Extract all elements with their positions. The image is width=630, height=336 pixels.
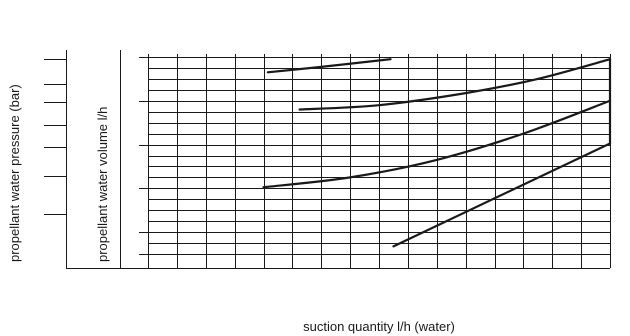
series-line-1 [266,58,392,74]
series-line-3 [262,99,612,189]
chart-axes [44,50,148,269]
chart-series [262,58,612,248]
x-axis-title: suction quantity l/h (water) [303,319,455,334]
series-line-2 [298,58,612,111]
chart-grid [148,54,611,269]
series-line-4 [392,142,612,248]
y-axis-volume-title: propellant water volume l/h [95,107,110,262]
y-axis-pressure-title: propellant water pressure (bar) [7,84,22,262]
